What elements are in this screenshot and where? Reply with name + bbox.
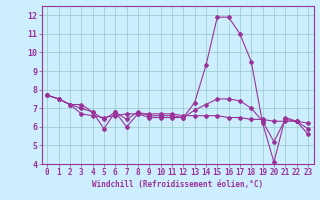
X-axis label: Windchill (Refroidissement éolien,°C): Windchill (Refroidissement éolien,°C) <box>92 180 263 189</box>
